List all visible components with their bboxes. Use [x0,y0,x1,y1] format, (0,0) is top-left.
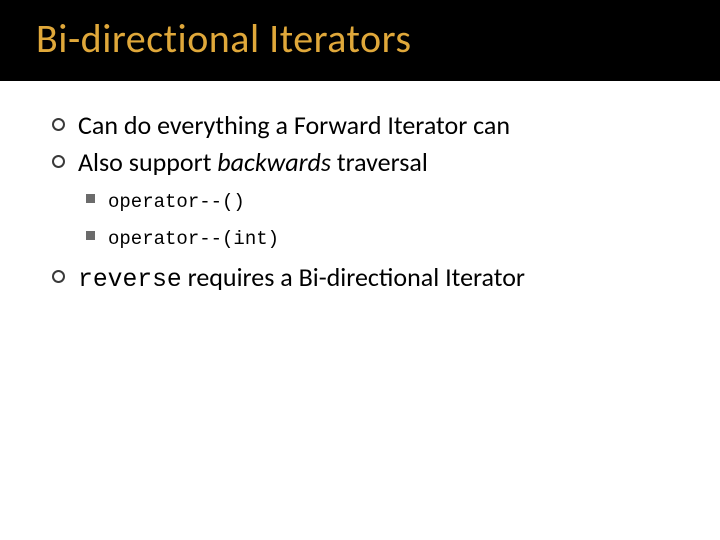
bullet-text: Can do everything a Forward Iterator can [78,109,510,141]
title-header: Bi-directional Iterators [0,0,720,81]
sub-bullet-code: operator--(int) [108,228,279,250]
square-bullet-icon [86,231,95,240]
bullet-text-post: requires a Bi-directional Iterator [182,261,525,293]
bullet-code: reverse [78,266,182,294]
bullet-item: reverse requires a Bi-directional Iterat… [52,261,684,296]
sub-bullet-code: operator--() [108,191,245,213]
bullet-item: Can do everything a Forward Iterator can [52,109,684,142]
sub-bullet-item: operator--(int) [86,225,684,252]
content-body: Can do everything a Forward Iterator can… [0,81,720,296]
bullet-text-post: traversal [331,146,428,178]
circle-bullet-icon [52,270,65,283]
bullet-item: Also support backwards traversal [52,146,684,179]
square-bullet-icon [86,194,95,203]
page-title: Bi-directional Iterators [36,14,412,63]
circle-bullet-icon [52,118,65,131]
bullet-text-pre: Also support [78,146,217,178]
sub-bullet-item: operator--() [86,188,684,215]
bullet-text-italic: backwards [217,146,331,178]
circle-bullet-icon [52,155,65,168]
